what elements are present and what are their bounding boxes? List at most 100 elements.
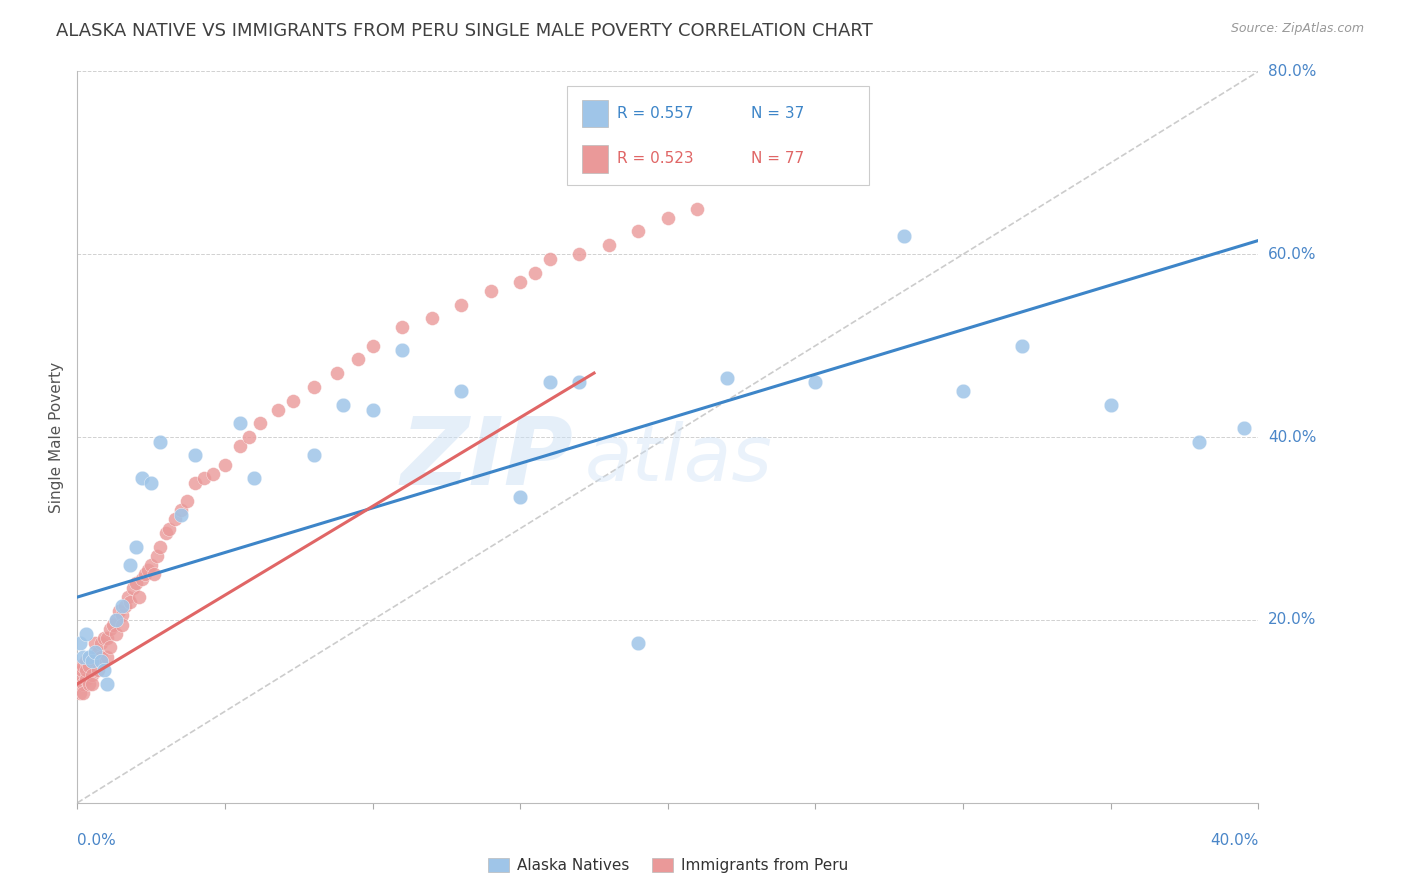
Point <box>184 449 207 463</box>
Point <box>131 572 153 586</box>
Text: N = 77: N = 77 <box>751 152 804 167</box>
Point <box>214 458 236 472</box>
Point <box>228 439 252 453</box>
Point <box>568 376 591 390</box>
Point <box>361 338 384 352</box>
Point <box>128 590 150 604</box>
Point <box>82 649 104 664</box>
Point <box>69 686 91 700</box>
Point <box>134 567 156 582</box>
Point <box>1233 421 1256 435</box>
Point <box>75 626 97 640</box>
Point <box>1188 434 1211 449</box>
Text: N = 37: N = 37 <box>751 106 804 121</box>
Text: ALASKA NATIVE VS IMMIGRANTS FROM PERU SINGLE MALE POVERTY CORRELATION CHART: ALASKA NATIVE VS IMMIGRANTS FROM PERU SI… <box>56 22 873 40</box>
Point <box>170 503 193 517</box>
Point <box>281 393 304 408</box>
Point <box>332 398 354 412</box>
Point <box>149 540 172 554</box>
FancyBboxPatch shape <box>582 145 607 173</box>
Point <box>87 663 110 677</box>
Point <box>420 311 443 326</box>
Point <box>120 594 142 608</box>
Point <box>84 636 107 650</box>
Point <box>77 677 100 691</box>
Point <box>72 649 94 664</box>
Point <box>176 494 198 508</box>
Point <box>170 508 193 522</box>
Point <box>952 384 974 399</box>
Point <box>267 402 290 417</box>
Point <box>157 521 180 535</box>
Point <box>627 224 650 238</box>
Point <box>75 673 97 687</box>
Point <box>69 636 91 650</box>
Text: R = 0.557: R = 0.557 <box>617 106 693 121</box>
Text: 0.0%: 0.0% <box>77 833 117 848</box>
Point <box>146 549 169 563</box>
Point <box>96 677 118 691</box>
Point <box>141 475 163 490</box>
Point <box>104 626 127 640</box>
Point <box>598 238 620 252</box>
Point <box>238 430 260 444</box>
Point <box>87 645 110 659</box>
Point <box>72 677 94 691</box>
Point <box>391 320 413 334</box>
Point <box>84 654 107 668</box>
Point <box>155 526 177 541</box>
Point <box>77 658 100 673</box>
Point <box>69 658 91 673</box>
Point <box>96 649 118 664</box>
Point <box>82 654 104 668</box>
Point <box>243 471 266 485</box>
Point <box>70 663 93 677</box>
Point <box>302 449 325 463</box>
FancyBboxPatch shape <box>582 100 607 128</box>
Point <box>893 228 915 243</box>
Point <box>657 211 679 225</box>
Point <box>117 590 139 604</box>
Point <box>716 370 738 384</box>
Point <box>509 275 531 289</box>
Text: 40.0%: 40.0% <box>1268 430 1316 444</box>
Text: 20.0%: 20.0% <box>1268 613 1316 627</box>
Point <box>82 667 104 681</box>
Point <box>69 667 91 681</box>
Point <box>627 636 650 650</box>
Point <box>111 599 132 614</box>
Point <box>193 471 215 485</box>
Point <box>82 677 104 691</box>
Point <box>149 434 172 449</box>
Point <box>450 384 472 399</box>
Point <box>111 617 132 632</box>
Point <box>450 297 472 311</box>
Point <box>93 632 115 646</box>
Point <box>75 654 97 668</box>
Point <box>538 376 561 390</box>
Text: ZIP: ZIP <box>401 413 574 505</box>
Point <box>101 617 124 632</box>
Point <box>509 490 531 504</box>
Point <box>104 613 127 627</box>
Point <box>90 654 112 668</box>
Point <box>125 540 148 554</box>
FancyBboxPatch shape <box>568 86 869 185</box>
Point <box>136 563 159 577</box>
Point <box>1099 398 1122 412</box>
Point <box>202 467 225 481</box>
Point <box>524 266 547 280</box>
Point <box>96 632 118 646</box>
Point <box>93 663 115 677</box>
Point <box>104 613 127 627</box>
Point <box>143 567 166 582</box>
Point <box>326 366 349 380</box>
Y-axis label: Single Male Poverty: Single Male Poverty <box>49 361 65 513</box>
Point <box>114 599 136 614</box>
Point <box>98 622 121 636</box>
Point <box>302 380 325 394</box>
Point <box>804 376 827 390</box>
Text: Source: ZipAtlas.com: Source: ZipAtlas.com <box>1230 22 1364 36</box>
Point <box>184 475 207 490</box>
Point <box>84 645 107 659</box>
